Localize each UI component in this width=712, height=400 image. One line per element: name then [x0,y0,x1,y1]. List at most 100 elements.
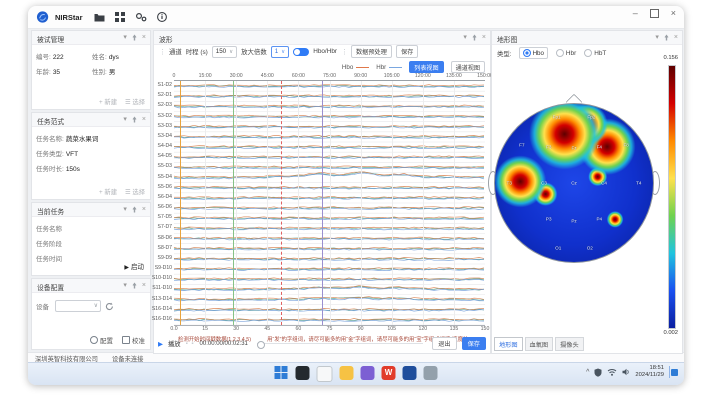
pin-icon[interactable] [472,34,477,41]
refresh-icon[interactable] [105,302,114,311]
device-select[interactable]: ∨ [55,300,101,312]
tab-血氧图[interactable]: 血氧图 [524,337,554,351]
collapse-icon[interactable]: ▾ [463,34,467,41]
type-radio-Hbo[interactable]: Hbo [518,47,548,59]
panel-action-☰ 选择[interactable]: ☰ 选择 [125,189,145,196]
device-label: 设备 [36,304,49,311]
playback-save-button[interactable]: 保存 [461,337,486,350]
playback-slider[interactable] [256,340,424,349]
playback-bar: ▶ 播放 ▪ ▪ 00:00:00/00:02:31 退出 保存 [158,337,486,350]
app-purple[interactable] [360,366,375,380]
pinned-app[interactable] [423,366,438,380]
topomap-panel-title: 地形图 [497,37,518,44]
gridline-vertical [360,81,362,325]
panel-close-icon[interactable]: × [141,281,146,289]
view-button-通道视图[interactable]: 通道视图 [450,61,485,73]
wifi-icon[interactable] [607,368,617,377]
field-label: 任务时长: [36,166,64,173]
start-task-button[interactable]: ▶ 启动 [124,264,144,271]
collapse-icon[interactable]: ▾ [123,34,127,41]
panel-action-☰ 选择[interactable]: ☰ 选择 [125,99,145,106]
minimize-button[interactable]: – [632,8,638,18]
channel-menu[interactable]: 通道 [169,49,182,56]
device-action-配置[interactable]: 配置 [90,335,113,345]
legend-label: Hbo [341,63,354,71]
type-radio-Hbr[interactable]: Hbr [555,47,576,59]
subject-panel: 被试管理 ▾ × 编号: 222 姓名: dys 年龄: 35 性别: 男 + 新建 ☰ 选择 [31,30,151,110]
file-explorer[interactable] [295,366,310,380]
step-icons[interactable]: ▪ ▪ [185,340,195,347]
channel-label-S1-D2: S1-D2 [157,82,172,89]
info-icon[interactable] [157,12,167,22]
settings-gears-icon[interactable] [135,12,147,22]
pin-icon[interactable] [664,34,669,41]
pin-icon[interactable] [132,116,137,123]
field-label: 性别: [92,69,107,76]
channel-label-S16-D14: S16-D14 [151,305,172,312]
panel-close-icon[interactable]: × [141,115,146,123]
type-radio-HbT[interactable]: HbT [584,47,606,59]
waveform-panel-title: 波形 [159,37,173,44]
tab-地形图[interactable]: 地形图 [494,337,523,351]
pin-icon[interactable] [132,206,137,213]
speaker-icon[interactable] [622,368,630,376]
pin-icon[interactable] [132,34,137,41]
collapse-icon[interactable]: ▾ [123,282,127,289]
panel-close-icon[interactable]: × [141,205,146,213]
chevron-down-icon: ∨ [93,303,98,309]
drag-handle-icon[interactable]: ⋮ [341,48,348,56]
colorbar-min: 0.002 [663,330,678,336]
maximize-button[interactable] [649,8,659,18]
slider-knob[interactable] [256,340,265,349]
company-name: 深圳英智科技有限公司 [35,356,98,363]
zoom-factor-select[interactable]: 1 ∨ [270,45,290,58]
collapse-icon[interactable]: ▾ [123,206,127,213]
x-tick-top: 150:00 [477,73,493,79]
radio-icon [522,49,531,57]
pin-icon[interactable] [132,282,137,289]
play-label[interactable]: 播放 [168,341,181,348]
electrode-label-Fz: Fz [571,145,577,151]
drag-handle-icon[interactable]: ⋮ [159,48,166,56]
field-value: VFT [65,151,79,158]
hbo-hbr-toggle[interactable] [293,47,310,56]
save-button[interactable]: 保存 [395,45,419,58]
wps[interactable]: W [381,366,396,380]
device-action-校准[interactable]: 校准 [122,335,145,345]
collapse-icon[interactable]: ▾ [123,116,127,123]
notification-center-icon[interactable] [669,366,678,379]
panel-close-icon[interactable]: × [673,33,678,41]
x-tick-bottom: 45 [264,326,271,332]
exit-button[interactable]: 退出 [432,337,457,350]
app-darkblue[interactable] [402,366,417,380]
tray-chevron-icon[interactable]: ^ [586,368,590,376]
current-task-fields: 任务名称 任务阶段 任务时间 [32,217,150,269]
duration-select[interactable]: 150 ∨ [211,45,238,58]
electrode-label-Fp1: Fp1 [552,114,561,120]
notepad[interactable] [316,366,333,382]
panel-close-icon[interactable]: × [141,33,146,41]
electrode-label-F3: F3 [546,144,552,150]
view-button-列表视图[interactable]: 列表视图 [409,61,444,73]
collapse-icon[interactable]: ▾ [655,34,659,41]
field-label: 年龄: [36,69,51,76]
tab-摄像头[interactable]: 摄像头 [555,337,584,351]
folder[interactable] [339,366,354,380]
paradigm-panel-title: 任务范式 [37,119,65,126]
close-button[interactable]: × [670,8,676,18]
electrode-label-F8: F8 [623,142,629,148]
device-action-label: 配置 [100,338,113,345]
apps-grid-icon[interactable] [115,12,125,22]
panel-action-+ 新建[interactable]: + 新建 [98,99,117,106]
electrode-label-C4: C4 [601,180,607,186]
waveform-toolbar: ⋮ 通道 时程 (s) 150 ∨ 放大倍数 1 ∨ Hbo/Hbr ⋮ 数据预处理… [154,44,490,59]
play-icon[interactable]: ▶ [158,340,163,348]
channel-labels: S1-D2 S2-D1 S2-D3 S3-D2 S3-D3 S3-D4 S4-D4 S4-D5… [151,80,173,324]
panel-close-icon[interactable]: × [481,33,486,41]
security-shield-icon[interactable] [594,368,602,377]
open-folder-icon[interactable] [94,13,105,22]
start-button[interactable] [274,366,289,380]
tray-clock[interactable]: 18:51 2024/11/29 [635,365,664,379]
preprocess-button[interactable]: 数据预处理 [351,45,392,58]
panel-action-+ 新建[interactable]: + 新建 [98,189,117,196]
